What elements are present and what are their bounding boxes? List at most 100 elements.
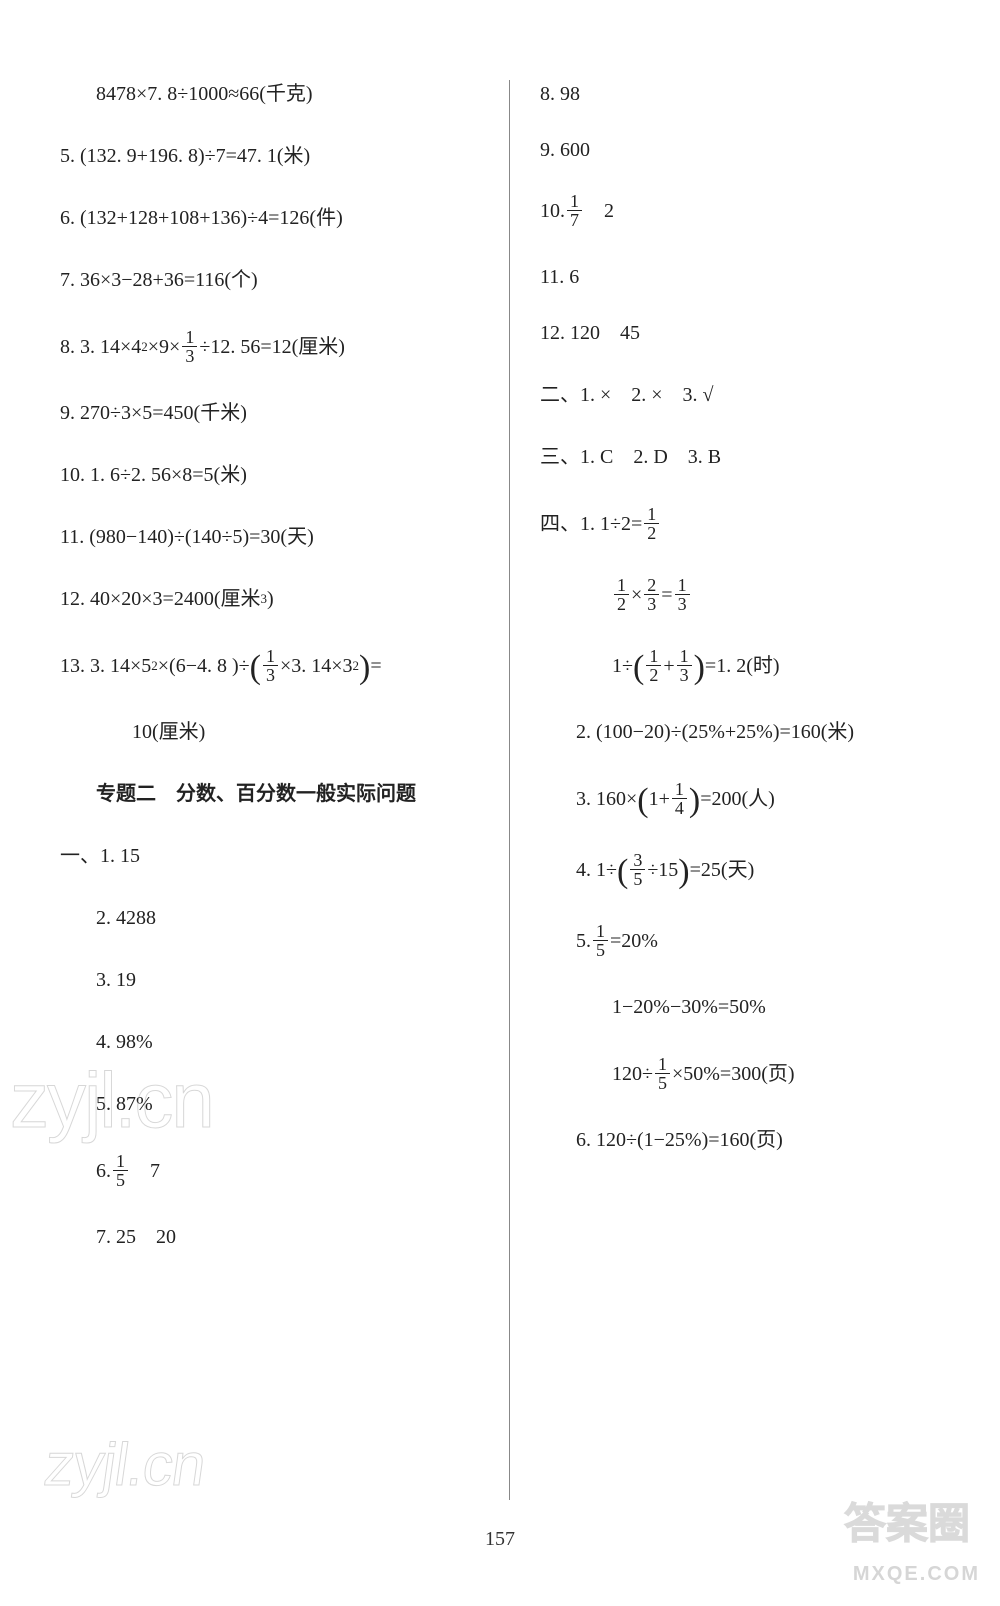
text: 12. 40×20×3=2400(厘米 xyxy=(60,585,261,613)
text: =200(人) xyxy=(700,785,775,813)
text: ×3. 14×3 xyxy=(280,652,353,680)
fraction: 1 5 xyxy=(113,1152,128,1189)
expr-line: 2. 4288 xyxy=(60,904,479,932)
expr-line: 10(厘米) xyxy=(60,718,479,746)
fraction: 1 4 xyxy=(672,780,687,817)
text: 12. 120 45 xyxy=(540,319,640,347)
watermark-mxqe: MXQE.COM xyxy=(853,1563,980,1586)
text: 1. 1÷2= xyxy=(580,510,642,538)
expr-line: 8. 3. 14×42 ×9× 1 3 ÷12. 56=12(厘米) xyxy=(60,328,479,365)
text: + xyxy=(663,652,674,680)
expr-line: 1 2 × 2 3 = 1 3 xyxy=(540,576,960,613)
text: ÷15 xyxy=(647,856,678,884)
expr-line: 11. 6 xyxy=(540,263,960,291)
expr-line: 12. 120 45 xyxy=(540,319,960,347)
expr-line: 11. (980−140)÷(140÷5)=30(天) xyxy=(60,523,479,551)
fraction: 3 5 xyxy=(630,851,645,888)
columns: 8478×7. 8÷1000≈66(千克) 5. (132. 9+196. 8)… xyxy=(60,80,960,1500)
text: ×9× xyxy=(148,333,181,361)
text: × xyxy=(631,581,642,609)
expr-line: 5. (132. 9+196. 8)÷7=47. 1(米) xyxy=(60,142,479,170)
text: 2. (100−20)÷(25%+25%)=160(米) xyxy=(576,718,854,746)
expr-line: 四、 1. 1÷2= 1 2 xyxy=(540,505,960,542)
text: 2. 4288 xyxy=(96,904,156,932)
text: 11. 6 xyxy=(540,263,579,291)
text: 2 xyxy=(584,197,614,225)
expr-line: 10. 1 7 2 xyxy=(540,192,960,229)
expr-line: 120÷ 1 5 ×50%=300(页) xyxy=(540,1055,960,1092)
text: 4. 1÷ xyxy=(576,856,617,884)
text: 10. 1. 6÷2. 56×8=5(米) xyxy=(60,461,247,489)
text: 120÷ xyxy=(612,1060,653,1088)
section-label: 二、 xyxy=(540,381,580,409)
fraction: 1 3 xyxy=(263,647,278,684)
text: 1÷ xyxy=(612,652,633,680)
expr-line: 6. 1 5 7 xyxy=(60,1152,479,1189)
expr-line: 1−20%−30%=50% xyxy=(540,993,960,1021)
fraction: 1 2 xyxy=(614,576,629,613)
text: 7 xyxy=(130,1157,160,1185)
text: 8478×7. 8÷1000≈66(千克) xyxy=(96,80,313,108)
page: 8478×7. 8÷1000≈66(千克) 5. (132. 9+196. 8)… xyxy=(0,0,1000,1606)
expr-line: 13. 3. 14×52 ×(6−4. 8 )÷ ( 1 3 ×3. 14×32… xyxy=(60,647,479,684)
text: 9. 600 xyxy=(540,136,590,164)
fraction: 1 5 xyxy=(593,922,608,959)
text: ×(6−4. 8 )÷ xyxy=(158,652,250,680)
text: ) xyxy=(267,585,274,613)
expr-line: 5. 87% xyxy=(60,1090,479,1118)
expr-line: 10. 1. 6÷2. 56×8=5(米) xyxy=(60,461,479,489)
text: 9. 270÷3×5=450(千米) xyxy=(60,399,247,427)
text: 6. 120÷(1−25%)=160(页) xyxy=(576,1126,783,1154)
expr-line: 7. 36×3−28+36=116(个) xyxy=(60,266,479,294)
expr-line: 12. 40×20×3=2400(厘米3) xyxy=(60,585,479,613)
page-number: 157 xyxy=(0,1528,1000,1551)
section-label: 三、 xyxy=(540,443,580,471)
text: =20% xyxy=(610,927,658,955)
text: 7. 36×3−28+36=116(个) xyxy=(60,266,258,294)
text: 1. × 2. × 3. √ xyxy=(580,381,714,409)
text: 专题二 分数、百分数一般实际问题 xyxy=(96,780,416,808)
text: =25(天) xyxy=(690,856,755,884)
expr-line: 6. (132+128+108+136)÷4=126(件) xyxy=(60,204,479,232)
text: 8. 3. 14×4 xyxy=(60,333,141,361)
expr-line: 8478×7. 8÷1000≈66(千克) xyxy=(60,80,479,108)
text: 5. xyxy=(576,927,591,955)
expr-line: 4. 1÷ ( 3 5 ÷15 ) =25(天) xyxy=(540,851,960,888)
right-column: 8. 98 9. 600 10. 1 7 2 11. 6 12. 120 45 xyxy=(510,80,960,1500)
fraction: 1 3 xyxy=(182,328,197,365)
expr-line: 5. 1 5 =20% xyxy=(540,922,960,959)
fraction: 1 2 xyxy=(644,505,659,542)
text: = xyxy=(661,581,672,609)
expr-line: 3. 19 xyxy=(60,966,479,994)
text: 4. 98% xyxy=(96,1028,153,1056)
fraction: 1 3 xyxy=(677,647,692,684)
text: 6. (132+128+108+136)÷4=126(件) xyxy=(60,204,343,232)
text: 6. xyxy=(96,1157,111,1185)
expr-line: 7. 25 20 xyxy=(60,1223,479,1251)
fraction: 1 7 xyxy=(567,192,582,229)
text: = xyxy=(370,652,381,680)
expr-line: 8. 98 xyxy=(540,80,960,108)
section-title: 专题二 分数、百分数一般实际问题 xyxy=(60,780,479,808)
text: ×50%=300(页) xyxy=(672,1060,795,1088)
fraction: 2 3 xyxy=(644,576,659,613)
fraction: 1 5 xyxy=(655,1055,670,1092)
expr-line: 2. (100−20)÷(25%+25%)=160(米) xyxy=(540,718,960,746)
text: =1. 2(时) xyxy=(705,652,780,680)
text: 3. 160× xyxy=(576,785,637,813)
expr-line: 4. 98% xyxy=(60,1028,479,1056)
expr-line: 3. 160× ( 1+ 1 4 ) =200(人) xyxy=(540,780,960,817)
text: 1. C 2. D 3. B xyxy=(580,443,721,471)
text: 1+ xyxy=(649,785,670,813)
expr-line: 1÷ ( 1 2 + 1 3 ) =1. 2(时) xyxy=(540,647,960,684)
text: 8. 98 xyxy=(540,80,580,108)
text: 13. 3. 14×5 xyxy=(60,652,151,680)
section-label: 四、 xyxy=(540,510,580,538)
fraction: 1 3 xyxy=(675,576,690,613)
text: 10. xyxy=(540,197,565,225)
expr-line: 二、 1. × 2. × 3. √ xyxy=(540,381,960,409)
text: ÷12. 56=12(厘米) xyxy=(199,333,345,361)
expr-line: 6. 120÷(1−25%)=160(页) xyxy=(540,1126,960,1154)
text: 5. 87% xyxy=(96,1090,153,1118)
expr-line: 一、 1. 15 xyxy=(60,842,479,870)
